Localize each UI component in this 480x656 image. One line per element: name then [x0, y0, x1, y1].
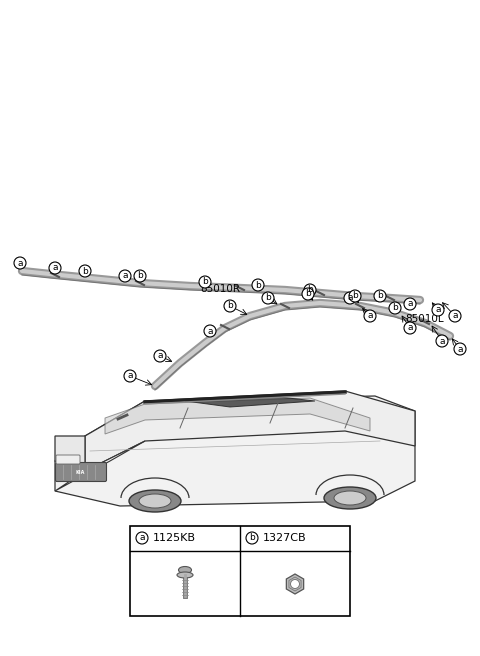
Text: a: a — [52, 264, 58, 272]
Text: a: a — [347, 293, 353, 302]
Text: b: b — [202, 277, 208, 287]
Circle shape — [454, 343, 466, 355]
Circle shape — [246, 532, 258, 544]
Text: b: b — [305, 289, 311, 298]
Text: 85010L: 85010L — [405, 314, 444, 324]
Polygon shape — [55, 436, 85, 471]
Circle shape — [124, 370, 136, 382]
Circle shape — [290, 579, 300, 588]
Circle shape — [404, 298, 416, 310]
Ellipse shape — [129, 490, 181, 512]
Text: a: a — [17, 258, 23, 268]
Text: b: b — [249, 533, 255, 543]
Text: a: a — [367, 312, 373, 321]
Circle shape — [119, 270, 131, 282]
Text: b: b — [137, 272, 143, 281]
Text: b: b — [82, 266, 88, 276]
Circle shape — [224, 300, 236, 312]
Polygon shape — [55, 441, 145, 491]
Polygon shape — [85, 391, 415, 471]
Circle shape — [204, 325, 216, 337]
Text: b: b — [377, 291, 383, 300]
Polygon shape — [185, 396, 315, 407]
Text: a: a — [435, 306, 441, 314]
Circle shape — [389, 302, 401, 314]
Polygon shape — [105, 398, 370, 434]
Text: 1327CB: 1327CB — [263, 533, 307, 543]
Circle shape — [14, 257, 26, 269]
Text: a: a — [127, 371, 133, 380]
Text: b: b — [352, 291, 358, 300]
Text: a: a — [407, 300, 413, 308]
Text: a: a — [457, 344, 463, 354]
Circle shape — [304, 284, 316, 296]
Text: a: a — [157, 352, 163, 361]
Text: b: b — [255, 281, 261, 289]
Ellipse shape — [334, 491, 366, 505]
Circle shape — [79, 265, 91, 277]
Circle shape — [364, 310, 376, 322]
Circle shape — [432, 304, 444, 316]
Circle shape — [349, 290, 361, 302]
Circle shape — [199, 276, 211, 288]
Text: a: a — [122, 272, 128, 281]
Text: a: a — [407, 323, 413, 333]
Text: a: a — [452, 312, 458, 321]
Text: a: a — [139, 533, 145, 543]
Polygon shape — [55, 396, 415, 506]
Text: 1125KB: 1125KB — [153, 533, 196, 543]
Text: a: a — [439, 337, 445, 346]
Ellipse shape — [179, 567, 192, 573]
Circle shape — [436, 335, 448, 347]
Circle shape — [449, 310, 461, 322]
Circle shape — [404, 322, 416, 334]
Text: 85010R: 85010R — [200, 284, 240, 294]
FancyBboxPatch shape — [56, 455, 80, 464]
Text: b: b — [392, 304, 398, 312]
Circle shape — [302, 288, 314, 300]
Ellipse shape — [324, 487, 376, 509]
Text: KIA: KIA — [75, 470, 84, 476]
Ellipse shape — [139, 494, 171, 508]
Circle shape — [262, 292, 274, 304]
Ellipse shape — [177, 572, 193, 578]
FancyBboxPatch shape — [56, 462, 107, 482]
Circle shape — [136, 532, 148, 544]
Circle shape — [344, 292, 356, 304]
Text: b: b — [265, 293, 271, 302]
Text: b: b — [307, 285, 313, 295]
Circle shape — [49, 262, 61, 274]
Text: a: a — [207, 327, 213, 335]
FancyBboxPatch shape — [130, 526, 350, 616]
Circle shape — [154, 350, 166, 362]
Circle shape — [134, 270, 146, 282]
Circle shape — [374, 290, 386, 302]
Circle shape — [252, 279, 264, 291]
Text: b: b — [227, 302, 233, 310]
